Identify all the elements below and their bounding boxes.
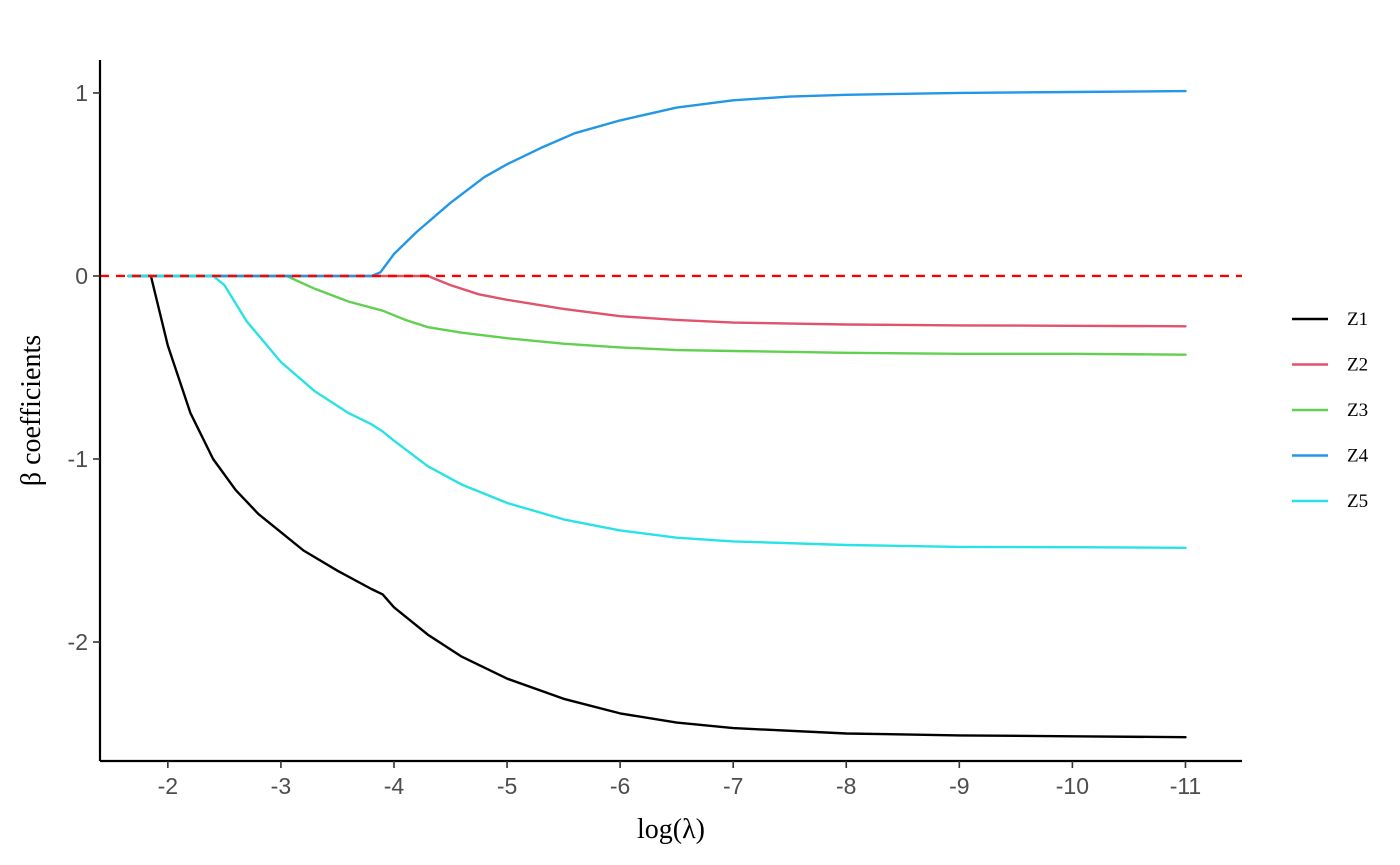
x-tick-label: -8 <box>836 773 856 799</box>
legend: Z1 Z2 Z3 Z4 Z5 <box>1292 309 1369 512</box>
x-axis: -2 -3 -4 -5 -6 -7 -8 -9 -10 -11 <box>100 759 1242 799</box>
y-axis-title: β coefficients <box>16 335 47 486</box>
plot-area <box>100 89 1242 739</box>
legend-label: Z3 <box>1347 400 1368 421</box>
y-axis: 1 0 -1 -2 <box>68 60 102 761</box>
x-tick-label: -2 <box>158 773 178 799</box>
series-line-z1 <box>127 274 1187 739</box>
series-line-z2 <box>127 274 1187 328</box>
legend-item-z5: Z5 <box>1292 491 1368 512</box>
series-line-z5 <box>127 274 1187 549</box>
x-tick-label: -5 <box>497 773 517 799</box>
legend-item-z4: Z4 <box>1292 446 1369 467</box>
legend-item-z3: Z3 <box>1292 400 1368 421</box>
x-tick-label: -3 <box>271 773 291 799</box>
legend-label: Z1 <box>1347 309 1368 330</box>
x-tick-label: -6 <box>610 773 630 799</box>
y-tick-label: 0 <box>75 263 88 289</box>
legend-label: Z5 <box>1347 491 1368 512</box>
legend-item-z2: Z2 <box>1292 355 1368 376</box>
y-tick-label: -2 <box>68 629 88 655</box>
x-tick-label: -10 <box>1056 773 1089 799</box>
x-tick-label: -4 <box>384 773 405 799</box>
x-tick-label: -9 <box>949 773 969 799</box>
y-tick-label: 1 <box>75 80 88 106</box>
legend-item-z1: Z1 <box>1292 309 1368 330</box>
x-tick-label: -11 <box>1170 773 1202 799</box>
legend-label: Z4 <box>1347 446 1369 467</box>
series-line-z4 <box>127 89 1187 278</box>
series-line-z3 <box>127 274 1187 356</box>
y-tick-label: -1 <box>68 446 88 472</box>
legend-label: Z2 <box>1347 355 1368 376</box>
x-tick-label: -7 <box>723 773 743 799</box>
x-axis-title: log(λ) <box>637 814 705 845</box>
